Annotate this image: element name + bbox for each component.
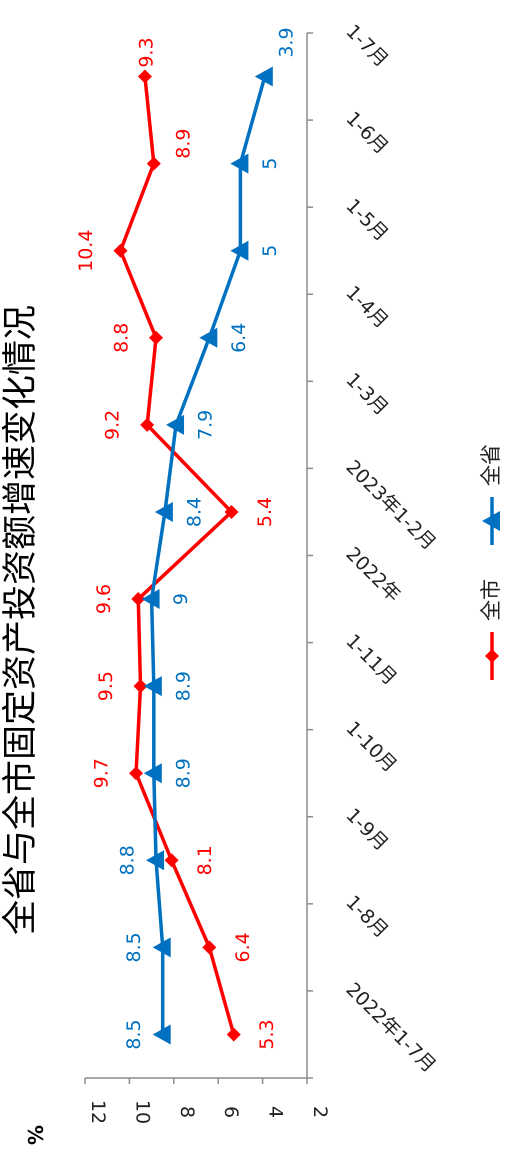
series-marker bbox=[149, 330, 164, 345]
data-label: 6.4 bbox=[228, 323, 250, 353]
data-label: 8.9 bbox=[172, 671, 194, 701]
series-marker bbox=[140, 417, 155, 432]
series-marker bbox=[113, 243, 128, 258]
y-axis-unit: % bbox=[23, 1125, 47, 1145]
series-marker bbox=[164, 853, 179, 868]
legend-label: 全省 bbox=[479, 444, 503, 486]
value-tick-label: 4 bbox=[265, 1106, 287, 1118]
series-marker bbox=[166, 414, 185, 435]
category-label: 1-9月 bbox=[341, 804, 392, 855]
series-marker bbox=[202, 940, 217, 955]
category-label: 2022年1-7月 bbox=[341, 978, 440, 1077]
data-label: 8.9 bbox=[172, 758, 194, 788]
series-layer bbox=[113, 66, 273, 1045]
data-label: 3.9 bbox=[275, 27, 297, 57]
series-line-1 bbox=[118, 76, 236, 1035]
data-label: 8.8 bbox=[111, 323, 133, 353]
data-label: 5 bbox=[259, 158, 281, 170]
series-marker bbox=[143, 676, 162, 697]
value-tick-label: 10 bbox=[131, 1100, 153, 1124]
chart-title: 全省与全市固定资产投资额增速变化情况 bbox=[1, 305, 41, 935]
data-label: 9.7 bbox=[91, 758, 113, 788]
series-marker bbox=[143, 763, 162, 784]
series-marker bbox=[146, 850, 165, 871]
series-marker bbox=[133, 679, 148, 694]
legend-swatch-marker bbox=[485, 649, 499, 663]
data-label: 8.4 bbox=[183, 497, 205, 527]
category-label: 1-6月 bbox=[341, 108, 392, 159]
data-label: 9.6 bbox=[93, 584, 115, 614]
series-marker bbox=[137, 69, 152, 84]
category-label: 1-3月 bbox=[341, 369, 392, 420]
data-label: 8.8 bbox=[117, 845, 139, 875]
data-label: 5.3 bbox=[256, 1019, 278, 1049]
series-marker bbox=[129, 766, 144, 781]
value-tick-label: 6 bbox=[220, 1106, 242, 1118]
data-label: 8.5 bbox=[123, 932, 145, 962]
legend-swatch-marker bbox=[482, 511, 500, 531]
series-marker bbox=[152, 937, 171, 958]
data-label: 9.3 bbox=[135, 37, 157, 67]
category-label: 2022年 bbox=[341, 543, 404, 606]
series-marker bbox=[131, 592, 146, 607]
series-marker bbox=[199, 327, 218, 348]
data-label: 5.4 bbox=[254, 497, 276, 527]
category-label: 1-7月 bbox=[341, 21, 392, 72]
category-label: 1-8月 bbox=[341, 891, 392, 942]
data-label: 5 bbox=[259, 245, 281, 257]
data-label: 6.4 bbox=[232, 932, 254, 962]
data-label: 7.9 bbox=[195, 410, 217, 440]
series-marker bbox=[230, 240, 249, 261]
legend-label: 全市 bbox=[479, 579, 503, 621]
value-tick-label: 8 bbox=[176, 1106, 198, 1118]
category-label: 1-5月 bbox=[341, 195, 392, 246]
series-marker bbox=[146, 156, 161, 171]
data-label: 10.4 bbox=[75, 230, 97, 272]
category-label: 1-10月 bbox=[341, 717, 400, 776]
data-labels: 5.3 6.4 8.1 9.7 9.5 9.6 5.4 9.2 8.8 10.4 8.9 9.3 8.5… bbox=[75, 27, 297, 1049]
series-marker bbox=[254, 66, 273, 87]
series-marker bbox=[230, 153, 249, 174]
data-label: 8.1 bbox=[194, 845, 216, 875]
category-label: 2023年1-2月 bbox=[341, 456, 440, 555]
value-tick-label: 12 bbox=[87, 1100, 109, 1124]
category-label: 1-4月 bbox=[341, 282, 392, 333]
data-label: 8.9 bbox=[172, 129, 194, 159]
data-label: 9.2 bbox=[102, 410, 124, 440]
data-label: 8.5 bbox=[123, 1019, 145, 1049]
series-marker bbox=[154, 501, 173, 522]
data-label: 9.5 bbox=[95, 671, 117, 701]
series-marker bbox=[141, 589, 160, 610]
legend-item-1: 全市 bbox=[479, 579, 503, 680]
data-label: 9 bbox=[170, 593, 192, 605]
series-marker bbox=[224, 504, 239, 519]
series-marker bbox=[152, 1024, 171, 1045]
series-marker bbox=[226, 1027, 241, 1042]
series-line-2 bbox=[149, 76, 267, 1035]
value-tick-label: 2 bbox=[309, 1106, 331, 1118]
legend-item-2: 全省 bbox=[479, 444, 503, 545]
category-label: 1-11月 bbox=[341, 630, 400, 689]
